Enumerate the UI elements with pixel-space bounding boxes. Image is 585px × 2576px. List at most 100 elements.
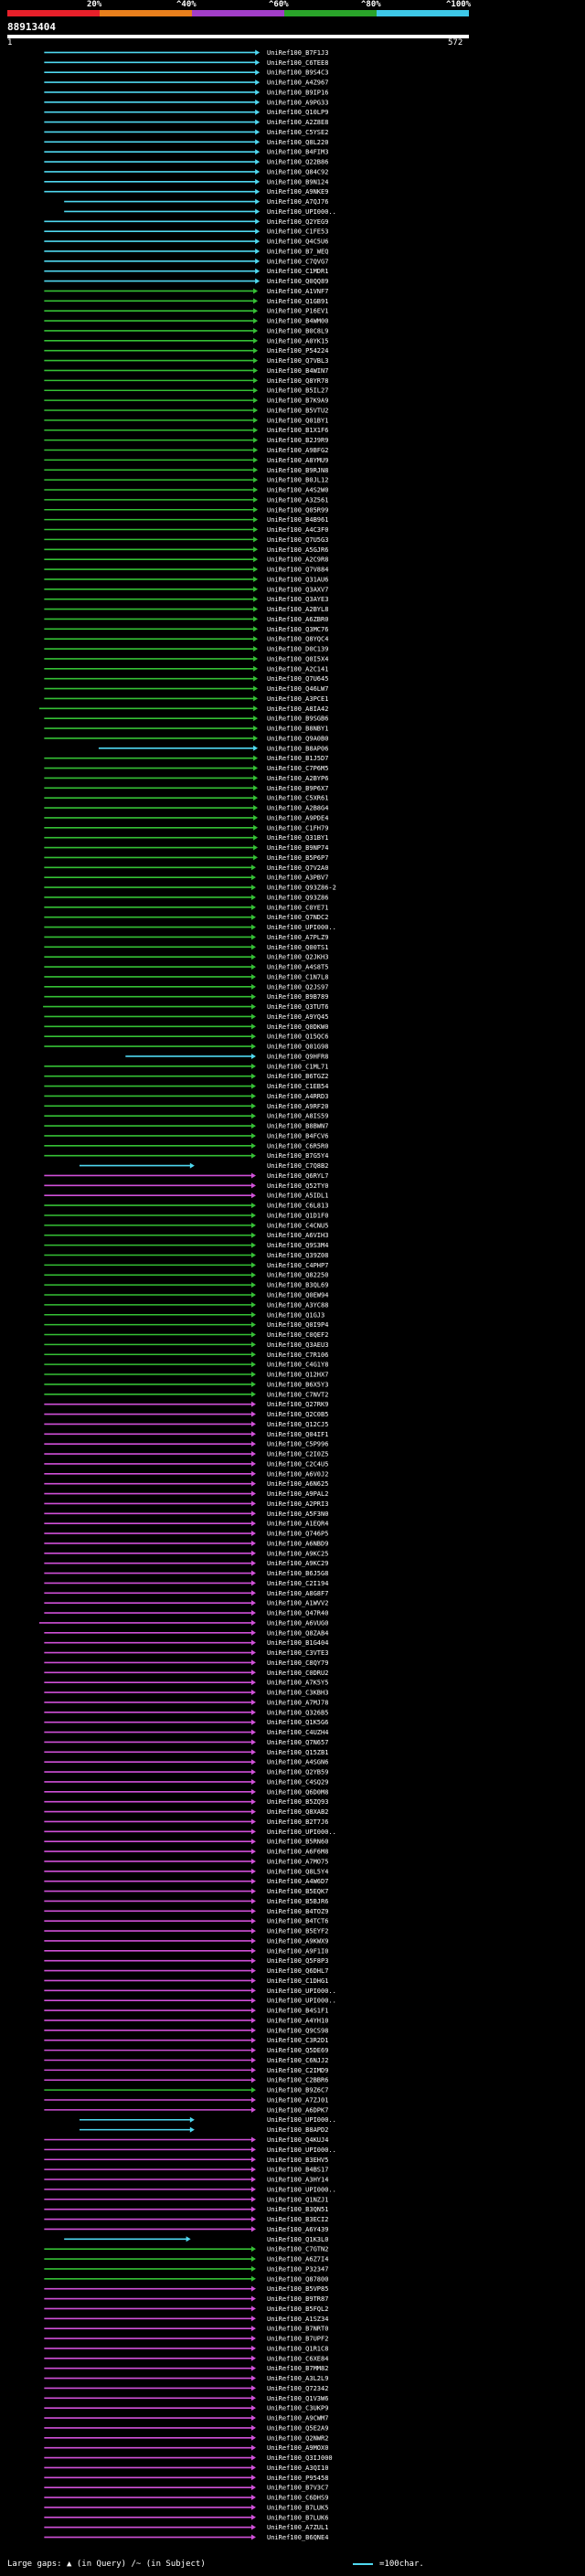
hit-label[interactable]: UniRef100_Q15ZB1 (267, 1749, 328, 1756)
hit-label[interactable]: UniRef100_C5XR61 (267, 795, 328, 802)
hit-label[interactable]: UniRef100_Q01G98 (267, 1044, 328, 1051)
hit-label[interactable]: UniRef100_Q0I5X4 (267, 655, 328, 663)
hit-label[interactable]: UniRef100_A6DPK7 (267, 2106, 328, 2114)
hit-label[interactable]: UniRef100_A6F6M8 (267, 1849, 328, 1856)
hit-label[interactable]: UniRef100_A5F3N0 (267, 1511, 328, 1518)
hit-label[interactable]: UniRef100_A9NKE9 (267, 188, 328, 196)
hit-label[interactable]: UniRef100_A9RF20 (267, 1103, 328, 1110)
hit-label[interactable]: UniRef100_A9CWM7 (267, 2415, 328, 2422)
hit-label[interactable]: UniRef100_A9F1I0 (267, 1947, 328, 1955)
hit-label[interactable]: UniRef100_C7QVG7 (267, 258, 328, 265)
hit-label[interactable]: UniRef100_A5GJR6 (267, 546, 328, 554)
hit-label[interactable]: UniRef100_C5YSE2 (267, 129, 328, 136)
hit-label[interactable]: UniRef100_B2T7J6 (267, 1818, 328, 1826)
hit-label[interactable]: UniRef100_B9SGB6 (267, 716, 328, 723)
hit-label[interactable]: UniRef100_A7MO75 (267, 1858, 328, 1865)
hit-label[interactable]: UniRef100_A2B8G4 (267, 805, 328, 812)
hit-label[interactable]: UniRef100_C3UKP9 (267, 2405, 328, 2412)
hit-label[interactable]: UniRef100_A6NBD9 (267, 1540, 328, 1547)
hit-label[interactable]: UniRef100_B7LUK5 (267, 2504, 328, 2511)
hit-label[interactable]: UniRef100_B9P6X7 (267, 785, 328, 792)
hit-label[interactable]: UniRef100_B5ZQ93 (267, 1798, 328, 1806)
hit-label[interactable]: UniRef100_B4FCV6 (267, 1132, 328, 1140)
hit-label[interactable]: UniRef100_Q10LP9 (267, 109, 328, 116)
hit-label[interactable]: UniRef100_A4Z967 (267, 80, 328, 87)
hit-label[interactable]: UniRef100_A7ZUL1 (267, 2524, 328, 2531)
hit-label[interactable]: UniRef100_B5EYF2 (267, 1928, 328, 1935)
hit-label[interactable]: UniRef100_C6NJJ2 (267, 2057, 328, 2064)
hit-label[interactable]: UniRef100_B3QL69 (267, 1282, 328, 1289)
hit-label[interactable]: UniRef100_Q2JKH3 (267, 954, 328, 961)
hit-label[interactable]: UniRef100_A2C141 (267, 665, 328, 673)
hit-label[interactable]: UniRef100_C6XE84 (267, 2355, 328, 2362)
hit-label[interactable]: UniRef100_A8IA42 (267, 705, 328, 713)
hit-label[interactable]: UniRef100_UPI000.. (267, 924, 336, 931)
hit-label[interactable]: UniRef100_UPI000.. (267, 1829, 336, 1836)
hit-label[interactable]: UniRef100_Q3AEU3 (267, 1341, 328, 1349)
hit-label[interactable]: UniRef100_Q5E2A9 (267, 2424, 328, 2432)
hit-label[interactable]: UniRef100_Q6RYL7 (267, 1172, 328, 1180)
hit-label[interactable]: UniRef100_C2IMD9 (267, 2067, 328, 2074)
hit-label[interactable]: UniRef100_Q0I9P4 (267, 1321, 328, 1329)
hit-label[interactable]: UniRef100_B0JL12 (267, 477, 328, 484)
hit-label[interactable]: UniRef100_Q8YQC4 (267, 636, 328, 643)
hit-label[interactable]: UniRef100_A2Z8E8 (267, 119, 328, 126)
hit-label[interactable]: UniRef100_UPI000.. (267, 1988, 336, 1995)
hit-label[interactable]: UniRef100_Q3MC76 (267, 626, 328, 633)
hit-label[interactable]: UniRef100_A8IS59 (267, 1113, 328, 1120)
hit-label[interactable]: UniRef100_B9B789 (267, 993, 328, 1001)
hit-label[interactable]: UniRef100_Q7NDC2 (267, 914, 328, 921)
hit-label[interactable]: UniRef100_Q12HX7 (267, 1372, 328, 1379)
hit-label[interactable]: UniRef100_Q93Z86 (267, 894, 328, 901)
hit-label[interactable]: UniRef100_Q82250 (267, 1272, 328, 1279)
hit-label[interactable]: UniRef100_A8G8F7 (267, 1590, 328, 1597)
hit-label[interactable]: UniRef100_A6V0J2 (267, 1470, 328, 1478)
hit-label[interactable]: UniRef100_B7F1J3 (267, 49, 328, 57)
hit-label[interactable]: UniRef100_A4W6D7 (267, 1878, 328, 1885)
hit-label[interactable]: UniRef100_B5VTU2 (267, 407, 328, 414)
hit-label[interactable]: UniRef100_A9PDE4 (267, 814, 328, 822)
hit-label[interactable]: UniRef100_Q27RK9 (267, 1401, 328, 1408)
hit-label[interactable]: UniRef100_Q6D0M8 (267, 1788, 328, 1796)
hit-label[interactable]: UniRef100_A3PBV7 (267, 875, 328, 882)
hit-label[interactable]: UniRef100_Q5F8P3 (267, 1957, 328, 1965)
hit-label[interactable]: UniRef100_C4PHP7 (267, 1262, 328, 1269)
hit-label[interactable]: UniRef100_B4TOZ9 (267, 1908, 328, 1915)
hit-label[interactable]: UniRef100_B3QN51 (267, 2206, 328, 2213)
hit-label[interactable]: UniRef100_P32347 (267, 2265, 328, 2273)
hit-label[interactable]: UniRef100_B9IP16 (267, 89, 328, 96)
hit-label[interactable]: UniRef100_B6X5Y3 (267, 1381, 328, 1388)
hit-label[interactable]: UniRef100_A4S8T5 (267, 964, 328, 971)
hit-label[interactable]: UniRef100_B7UPF2 (267, 2336, 328, 2343)
hit-label[interactable]: UniRef100_C1DHG1 (267, 1977, 328, 1985)
hit-label[interactable]: UniRef100_Q05R99 (267, 506, 328, 514)
hit-label[interactable]: UniRef100_B9TR87 (267, 2295, 328, 2303)
hit-label[interactable]: UniRef100_Q00TS1 (267, 944, 328, 951)
hit-label[interactable]: UniRef100_Q3AXV7 (267, 586, 328, 593)
hit-label[interactable]: UniRef100_P54224 (267, 347, 328, 355)
hit-label[interactable]: UniRef100_Q2YEG9 (267, 218, 328, 226)
hit-label[interactable]: UniRef100_A9KWX9 (267, 1937, 328, 1945)
hit-label[interactable]: UniRef100_UPI000.. (267, 2186, 336, 2193)
hit-label[interactable]: UniRef100_Q4C5U6 (267, 239, 328, 246)
hit-label[interactable]: UniRef100_B9Z6C7 (267, 2087, 328, 2094)
hit-label[interactable]: UniRef100_B7V3C7 (267, 2485, 328, 2492)
hit-label[interactable]: UniRef100_A6N625 (267, 1480, 328, 1488)
hit-label[interactable]: UniRef100_B5RN60 (267, 1839, 328, 1846)
hit-label[interactable]: UniRef100_C2C4U5 (267, 1460, 328, 1468)
hit-label[interactable]: UniRef100_A2C9R8 (267, 557, 328, 564)
hit-label[interactable]: UniRef100_B5VP85 (267, 2285, 328, 2293)
hit-label[interactable]: UniRef100_A9PG33 (267, 99, 328, 106)
hit-label[interactable]: UniRef100_C1FE53 (267, 228, 328, 236)
hit-label[interactable]: UniRef100_B9N124 (267, 178, 328, 186)
hit-label[interactable]: UniRef100_Q8XAB2 (267, 1808, 328, 1816)
hit-label[interactable]: UniRef100_Q8L5Y4 (267, 1868, 328, 1875)
hit-label[interactable]: UniRef100_Q52TY0 (267, 1182, 328, 1190)
hit-label[interactable]: UniRef100_Q39Z08 (267, 1252, 328, 1259)
hit-label[interactable]: UniRef100_Q9A0B0 (267, 735, 328, 742)
hit-label[interactable]: UniRef100_B9S4C3 (267, 69, 328, 77)
hit-label[interactable]: UniRef100_C3R2D1 (267, 2037, 328, 2044)
hit-label[interactable]: UniRef100_Q7U5G3 (267, 536, 328, 544)
hit-label[interactable]: UniRef100_Q0DKW0 (267, 1023, 328, 1031)
hit-label[interactable]: UniRef100_C7GTN2 (267, 2246, 328, 2253)
